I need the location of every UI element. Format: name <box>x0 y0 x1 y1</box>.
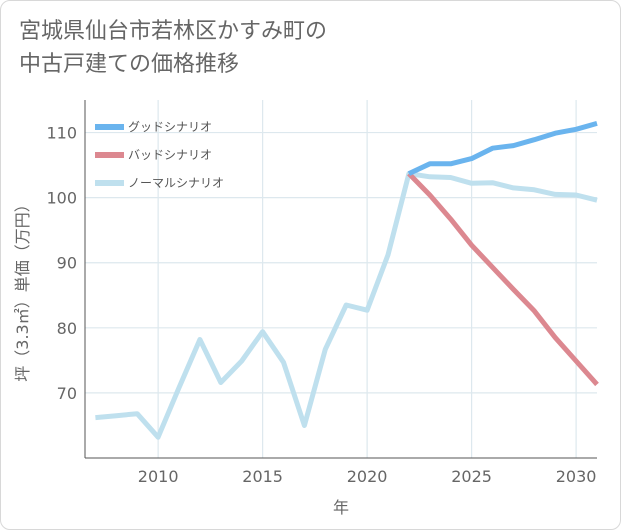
y-axis-title: 坪（3.3㎡）単価（万円） <box>13 196 32 381</box>
series-line-normal <box>95 171 598 440</box>
chart-title: 宮城県仙台市若林区かすみ町の 中古戸建ての価格推移 <box>19 15 579 81</box>
series-line-good <box>407 120 598 176</box>
x-tick-label: 2025 <box>451 467 492 486</box>
y-tick-label: 80 <box>57 319 77 338</box>
x-tick-label: 2015 <box>242 467 283 486</box>
y-tick-label: 70 <box>57 384 77 403</box>
legend-label: バッドシナリオ <box>128 148 212 162</box>
y-tick-label: 100 <box>46 189 77 208</box>
axes: 2010 2015 2020 2025 2030 70 80 90 100 110 <box>46 100 597 486</box>
series-lines <box>95 120 599 440</box>
x-tick-label: 2010 <box>138 467 179 486</box>
x-axis-title: 年 <box>333 498 349 517</box>
y-tick-label: 90 <box>57 254 77 273</box>
series-line-bad <box>407 171 599 387</box>
x-tick-label: 2020 <box>347 467 388 486</box>
x-tick-label: 2030 <box>556 467 597 486</box>
legend-label: ノーマルシナリオ <box>128 176 224 190</box>
legend-label: グッドシナリオ <box>128 120 212 134</box>
chart-title-line1: 宮城県仙台市若林区かすみ町の <box>19 19 328 44</box>
y-tick-label: 110 <box>46 124 77 143</box>
chart-title-line2: 中古戸建ての価格推移 <box>19 52 240 77</box>
